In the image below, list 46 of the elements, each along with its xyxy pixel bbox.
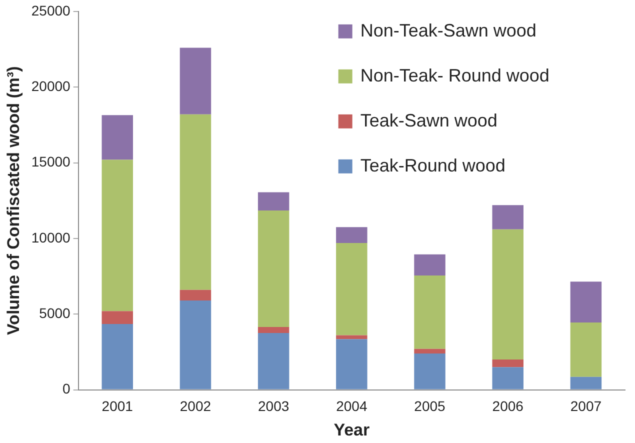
y-axis-title: Volume of Confiscated wood (m³) [4,66,23,336]
bar [336,339,368,390]
bar [102,324,133,390]
bar [570,282,602,322]
bar [492,367,524,390]
y-tick-label: 10000 [31,229,71,246]
bar [336,242,368,336]
legend-label: Teak-Sawn wood [360,110,498,130]
bar [258,192,290,210]
bar [102,311,133,324]
y-tick-label: 0 [62,380,71,397]
legend-label: Non-Teak- Round wood [360,65,550,86]
bar [492,229,524,360]
bar [180,300,212,390]
bar [102,160,133,312]
x-axis-title: Year [334,420,370,440]
bar [414,254,446,276]
bar [570,322,602,377]
bar [180,290,212,300]
legend-label: Non-Teak-Sawn wood [360,20,536,40]
bar [414,353,446,390]
x-tick-label: 2001 [102,398,134,414]
x-tick-label: 2006 [492,398,524,414]
x-tick-label: 2002 [180,398,212,414]
x-tick-label: 2007 [570,398,602,414]
y-tick-label: 5000 [39,304,71,321]
bar [336,335,368,340]
bar [180,114,212,290]
x-tick-label: 2003 [258,398,290,414]
x-tick-label: 2004 [336,398,368,414]
bar [492,205,524,230]
bar [258,326,290,334]
bar [258,210,290,327]
bar [180,48,212,114]
bar [492,360,524,368]
y-tick-label: 25000 [31,2,71,18]
bar [570,376,602,390]
bar [414,276,446,349]
bar [258,333,290,390]
y-tick-label: 20000 [31,78,71,94]
y-tick-label: 15000 [31,154,71,170]
bar [102,115,133,160]
bar [336,227,368,243]
bar [414,348,446,354]
legend-label: Teak-Round wood [360,155,506,176]
x-tick-label: 2005 [414,398,446,414]
